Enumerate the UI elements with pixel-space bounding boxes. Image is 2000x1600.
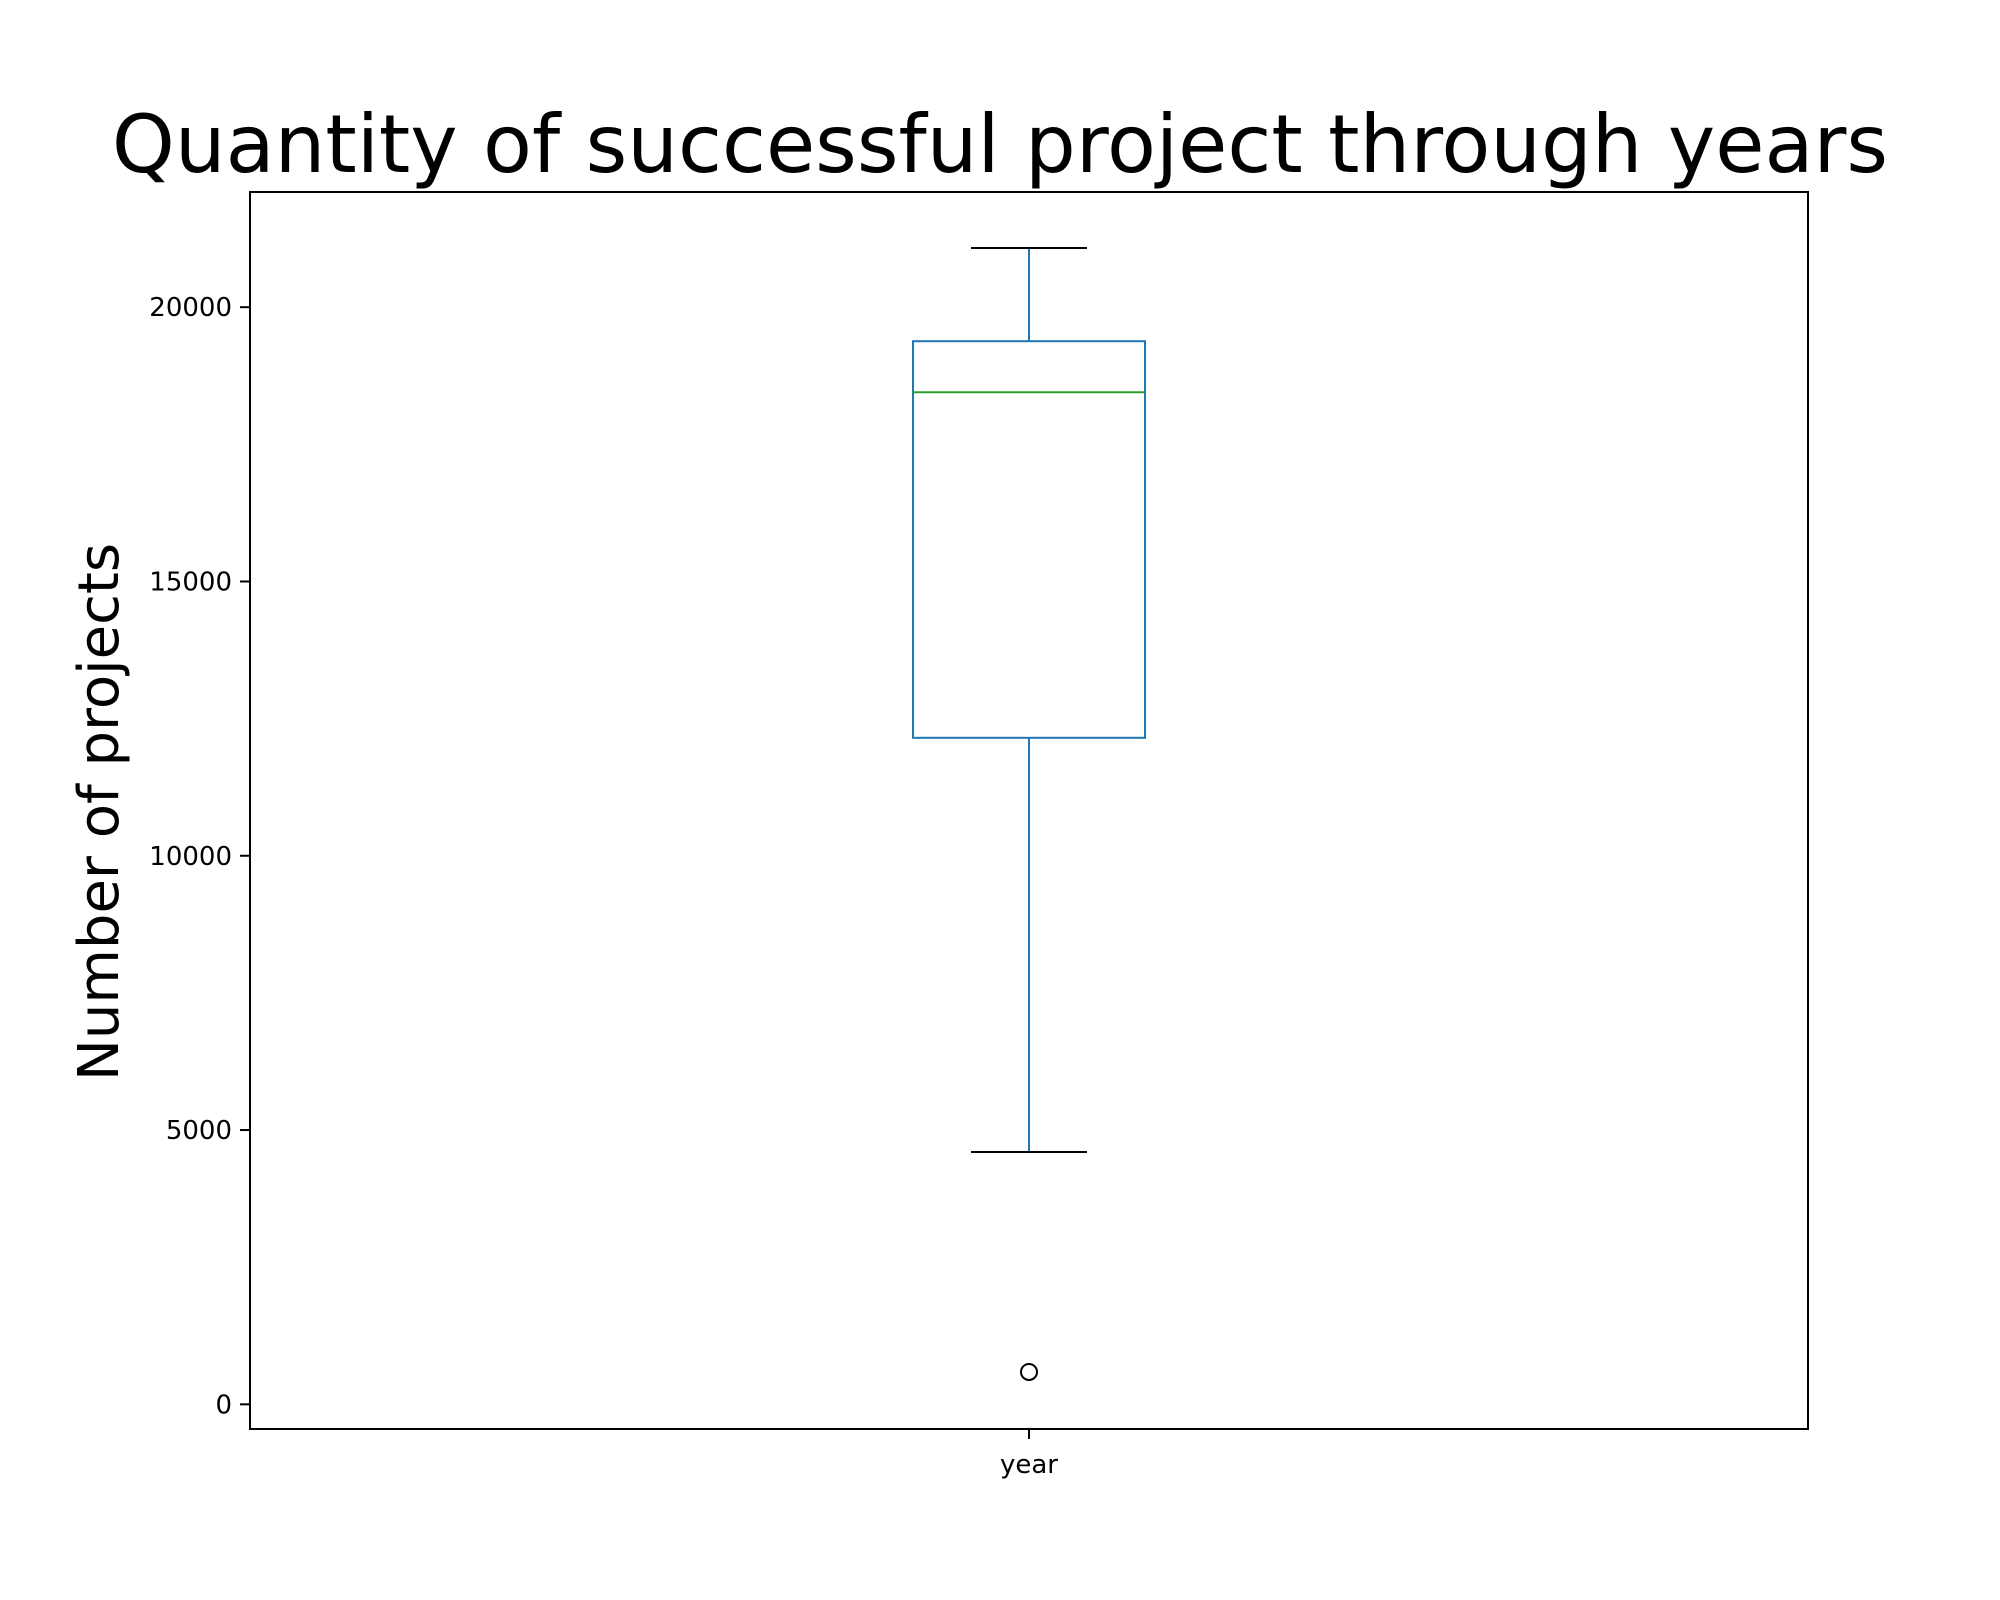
y-axis: 0 5000 10000 15000 20000 <box>149 293 250 1420</box>
x-axis: year <box>1000 1429 1058 1480</box>
y-tick-label: 15000 <box>149 567 232 597</box>
y-tick-label: 10000 <box>149 842 232 872</box>
interquartile-box <box>912 340 1146 739</box>
y-tick-label: 20000 <box>149 293 232 323</box>
outlier-point <box>1020 1362 1038 1381</box>
y-tick-label: 5000 <box>166 1116 232 1146</box>
box-series <box>912 246 1146 1381</box>
y-tick-label: 0 <box>215 1390 232 1420</box>
chart-title: Quantity of successful project through y… <box>112 98 1888 191</box>
x-tick-label: year <box>1000 1450 1058 1480</box>
y-axis-label: Number of projects <box>67 543 132 1081</box>
